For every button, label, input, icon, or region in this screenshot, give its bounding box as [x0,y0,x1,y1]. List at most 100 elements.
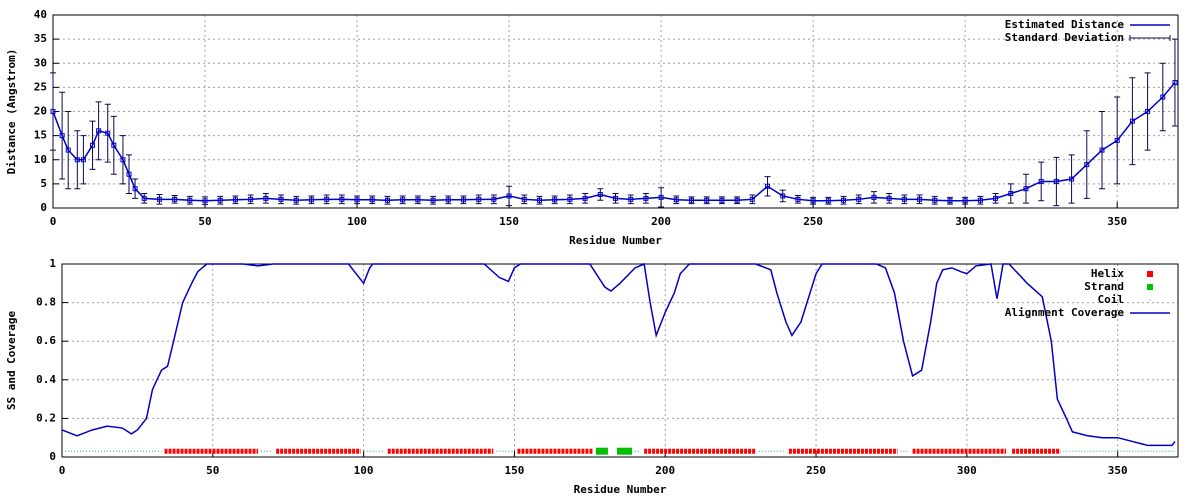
point-marker [1145,109,1151,114]
point-marker [1008,191,1014,197]
point-marker [156,196,162,202]
point-marker [506,193,512,199]
x-tick-label: 250 [806,464,826,477]
point-marker [1129,118,1135,124]
point-marker [932,197,938,203]
y-tick-label: 25 [34,80,47,93]
y-tick-label: 20 [34,105,47,118]
point-marker [749,196,755,202]
chart: 0 5 10 15 20 25 30 35 40 0 50 100 150 200 250 300 350 Res… [5,8,1179,247]
point-marker [993,195,999,201]
point-marker [248,196,254,202]
point-marker [1038,178,1044,184]
point-marker [871,194,877,200]
point-marker [841,197,847,203]
point-marker [856,196,862,202]
point-marker [536,197,542,203]
x-tick-label: 300 [955,215,975,228]
point-marker [780,193,786,199]
plot-frame [61,263,1179,458]
point-marker [977,197,983,203]
legend-label: Estimated Distance [1005,18,1125,31]
point-marker [354,197,360,203]
point-marker [111,142,117,148]
point-marker [719,197,725,203]
point-marker [521,196,527,202]
x-tick-label: 200 [651,215,671,228]
x-tick-label: 100 [347,215,367,228]
point-marker [105,130,111,136]
x-tick-label: 150 [499,215,519,228]
point-marker [962,198,968,204]
x-tick-label: 150 [504,464,524,477]
point-marker [460,197,466,203]
point-marker [582,195,588,201]
point-marker [947,198,953,204]
point-marker [886,195,892,201]
y-tick-label: 15 [34,129,47,142]
legend-label: Coil [1098,293,1125,306]
point-marker [476,196,482,202]
y-tick-label: 0.2 [36,411,56,424]
chart: 0 0.2 0.4 0.6 0.8 1 0 50 100 150 200 250 300 350 Resid… [5,257,1179,496]
y-tick-label: 0 [40,201,47,214]
legend-swatch [1149,299,1151,301]
point-marker [65,147,71,153]
point-marker [1084,162,1090,168]
error-bar [1171,38,1178,127]
point-marker [278,196,284,202]
point-marker [90,142,96,148]
x-tick-label: 50 [206,464,219,477]
strand-segment [616,447,633,455]
y-tick-label: 1 [49,257,56,270]
point-marker [232,197,238,203]
legend-swatch [1129,35,1171,41]
y-tick-label: 5 [40,177,47,190]
point-marker [765,183,771,189]
point-marker [430,197,436,203]
point-marker [132,186,138,192]
point-marker [673,197,679,203]
point-marker [1023,186,1029,192]
point-marker [704,197,710,203]
x-tick-label: 0 [59,464,66,477]
point-marker [597,191,603,197]
point-marker [308,197,314,203]
x-axis-label: Residue Number [574,483,667,496]
point-marker [415,197,421,203]
point-marker [263,195,269,201]
point-marker [120,157,126,163]
legend-swatch [1147,284,1153,290]
y-tick-label: 40 [34,8,47,21]
x-tick-label: 100 [354,464,374,477]
x-tick-label: 200 [655,464,675,477]
point-marker [339,196,345,202]
point-marker [50,109,56,114]
point-marker [1160,94,1166,100]
point-marker [324,196,330,202]
y-axis-label: Distance (Angstrom) [5,49,18,175]
point-marker [658,194,664,200]
point-marker [491,196,497,202]
point-marker [689,197,695,203]
point-marker [126,171,132,177]
y-tick-label: 30 [34,56,47,69]
point-marker [552,197,558,203]
point-marker [187,197,193,203]
point-marker [141,195,147,201]
legend-label: Helix [1091,267,1124,280]
point-marker [293,197,299,203]
point-marker [810,198,816,204]
point-marker [1172,80,1178,86]
legend-label: Strand [1084,280,1124,293]
x-tick-label: 0 [50,215,57,228]
point-marker [825,198,831,204]
point-marker [1053,178,1059,184]
x-tick-label: 300 [957,464,977,477]
y-tick-label: 0.6 [36,334,56,347]
y-tick-label: 0.4 [36,373,56,386]
point-marker [400,197,406,203]
point-marker [795,196,801,202]
point-marker [172,196,178,202]
